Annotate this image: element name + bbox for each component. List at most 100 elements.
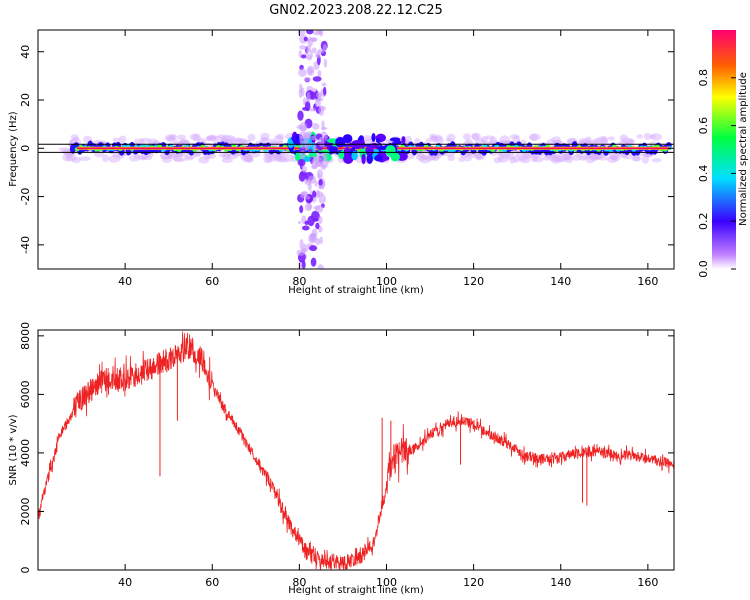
- spectrogram-speckle: [578, 156, 588, 161]
- spectrogram-x-tick-label: 120: [463, 275, 484, 288]
- spectrogram-x-tick-label: 160: [637, 275, 658, 288]
- spectrogram-speckle: [170, 133, 177, 141]
- spectrogram-frame: [37, 29, 675, 270]
- burst-speckle: [297, 221, 301, 225]
- burst-speckle: [307, 67, 313, 75]
- spectrogram-speckle: [183, 156, 194, 161]
- burst-speckle: [297, 159, 306, 167]
- burst-speckle: [321, 82, 327, 87]
- burst-speckle: [317, 69, 322, 78]
- burst-speckle: [310, 37, 318, 42]
- burst-speckle: [306, 92, 311, 103]
- spectrogram-speckle: [474, 153, 482, 160]
- burst-speckle: [306, 30, 314, 35]
- burst-speckle: [317, 173, 321, 179]
- spectrogram-speckle: [471, 133, 479, 140]
- turbulence-blob: [343, 154, 354, 164]
- snr-x-tick-label: 120: [463, 576, 484, 589]
- turbulence-blob: [401, 136, 406, 144]
- spectrogram-y-tick-label: -40: [19, 236, 32, 254]
- burst-speckle: [308, 108, 318, 112]
- spectrogram-speckle: [247, 133, 256, 142]
- burst-speckle: [303, 36, 308, 42]
- spectrogram-speckle: [223, 135, 236, 142]
- spectrogram-speckle: [101, 154, 109, 163]
- turbulence-blob: [366, 153, 373, 165]
- burst-speckle: [322, 44, 328, 52]
- burst-speckle: [319, 236, 323, 245]
- burst-speckle: [298, 171, 306, 182]
- burst-speckle: [320, 126, 328, 131]
- spectrogram-speckle: [641, 156, 649, 164]
- burst-speckle: [308, 148, 313, 153]
- colorbar-tick-label: 0.0: [697, 260, 710, 278]
- snr-y-tick-label: 2000: [19, 497, 32, 525]
- spectrogram-speckle: [118, 135, 127, 144]
- turbulence-blob: [390, 152, 400, 162]
- spectrogram-speckle: [628, 138, 635, 144]
- spectrogram-speckle: [128, 155, 141, 162]
- spectrogram-speckle: [134, 138, 145, 144]
- snr-x-tick-label: 160: [637, 576, 658, 589]
- burst-speckle: [323, 58, 328, 68]
- snr-y-tick-label: 8000: [19, 322, 32, 350]
- burst-speckle: [313, 31, 322, 36]
- spectrogram-y-axis-label: Frequency (Hz): [8, 111, 19, 187]
- spectrogram-heatmap: [38, 30, 674, 269]
- spectrogram-speckle: [176, 134, 186, 140]
- burst-speckle: [310, 257, 317, 267]
- burst-speckle: [312, 76, 322, 82]
- burst-speckle: [305, 195, 311, 200]
- spectrogram-speckle: [415, 153, 428, 161]
- burst-speckle: [297, 110, 304, 121]
- burst-speckle: [301, 225, 310, 231]
- burst-speckle: [318, 194, 326, 205]
- burst-speckle: [318, 178, 323, 187]
- burst-speckle: [316, 91, 322, 99]
- colorbar-ticks: 0.0 0.2 0.4 0.6 0.8: [697, 69, 736, 278]
- burst-speckle: [303, 76, 311, 82]
- burst-speckle: [317, 48, 325, 54]
- spectrogram-speckle: [414, 137, 421, 145]
- spectrogram-speckle: [140, 155, 153, 161]
- spectrogram-speckle: [519, 156, 531, 164]
- spectrogram-speckle: [608, 155, 619, 160]
- spectrogram-speckle: [79, 156, 91, 161]
- spectrogram-speckle: [189, 133, 200, 141]
- snr-x-tick-label: 140: [550, 576, 571, 589]
- spectrogram-speckle: [512, 154, 520, 163]
- burst-speckle: [298, 45, 307, 50]
- colorbar-tick-label: 0.8: [697, 69, 710, 87]
- colorbar-tick-label: 0.2: [697, 212, 710, 230]
- spectrogram-speckle: [493, 157, 502, 164]
- burst-speckle: [299, 239, 304, 250]
- burst-speckle: [315, 222, 320, 230]
- spectrogram-speckle: [542, 155, 551, 161]
- burst-speckle: [307, 182, 312, 191]
- burst-speckle: [306, 86, 314, 92]
- spectrogram-speckle: [585, 136, 592, 144]
- spectrogram-speckle: [240, 139, 251, 145]
- snr-y-tick-label: 0: [19, 567, 32, 574]
- chart-title: GN02.2023.208.22.12.C25: [269, 3, 443, 18]
- spectrogram-speckle: [112, 137, 121, 142]
- burst-speckle: [307, 54, 312, 61]
- burst-speckle: [314, 180, 318, 187]
- burst-speckle: [311, 47, 317, 54]
- burst-speckle: [312, 141, 317, 152]
- spectrogram-speckle: [575, 152, 582, 158]
- spectrogram-speckle: [651, 158, 662, 163]
- spectrogram-speckle: [425, 138, 434, 143]
- colorbar-tick-label: 0.6: [697, 117, 710, 135]
- burst-speckle: [299, 34, 308, 44]
- snr-x-tick-label: 40: [118, 576, 132, 589]
- spectrogram-speckle: [528, 133, 541, 141]
- turbulence-blob: [365, 145, 374, 157]
- spectrogram-speckle: [161, 156, 172, 163]
- burst-speckle: [299, 83, 303, 93]
- burst-speckle: [310, 135, 317, 141]
- burst-speckle: [322, 86, 327, 96]
- snr-y-tick-label: 6000: [19, 380, 32, 408]
- snr-frame: [37, 329, 675, 571]
- burst-speckle: [304, 101, 311, 112]
